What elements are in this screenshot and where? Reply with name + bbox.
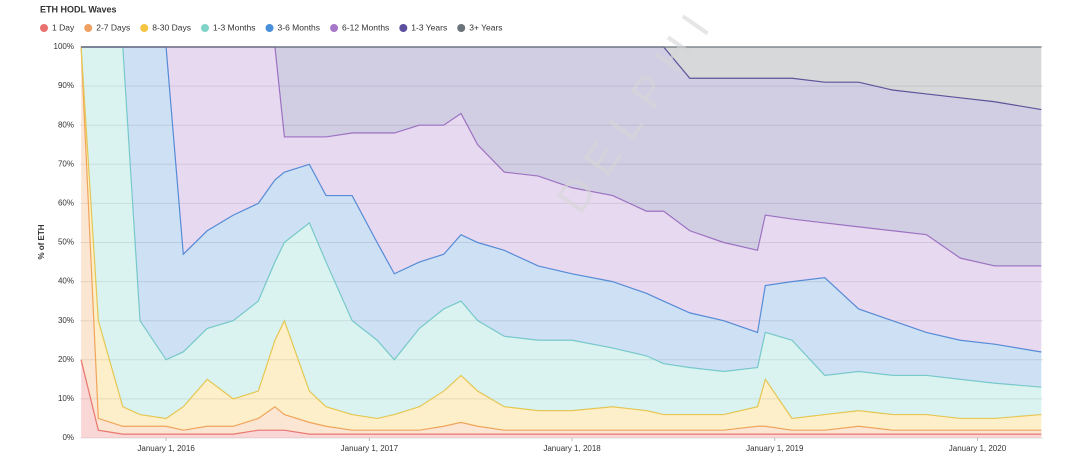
legend-label: 1-3 Months [213, 22, 256, 32]
legend-label: 2-7 Days [96, 22, 130, 32]
area-band [81, 47, 1042, 419]
legend-label: 6-12 Months [342, 22, 389, 32]
x-tick-label: January 1, 2019 [746, 444, 804, 453]
x-tick-label: January 1, 2020 [949, 444, 1007, 453]
legend-label: 8-30 Days [152, 22, 191, 32]
area-band [81, 47, 1042, 388]
area-line [80, 359, 1042, 435]
legend-swatch [265, 24, 274, 32]
area-line [81, 46, 1042, 353]
legend-swatch [200, 24, 209, 32]
x-tick-label: January 1, 2016 [137, 444, 195, 453]
legend-label: 3+ Years [469, 22, 502, 32]
legend-label: 1 Day [52, 22, 75, 32]
y-tick-label: 90% [58, 81, 74, 90]
y-tick-label: 100% [54, 42, 74, 51]
legend-swatch [457, 24, 466, 32]
x-tick-label: January 1, 2017 [341, 444, 399, 453]
y-tick-label: 30% [58, 316, 74, 325]
legend-swatch [84, 24, 93, 32]
y-tick-label: 40% [58, 277, 74, 286]
y-tick-label: 0% [62, 433, 74, 442]
area-line [81, 46, 1042, 388]
y-tick-label: 10% [58, 394, 74, 403]
area-band [81, 47, 1042, 266]
y-axis-label: % of ETH [37, 224, 46, 259]
chart-title: ETH HODL Waves [40, 4, 117, 14]
legend: 1 Day 2-7 Days 8-30 Days 1-3 Months 3-6 Mont… [40, 22, 503, 32]
y-tick-label: 60% [58, 199, 74, 208]
legend-swatch [399, 24, 408, 32]
area-band [81, 47, 1042, 110]
y-tick-label: 80% [58, 120, 74, 129]
area-band [81, 47, 1042, 352]
legend-swatch [140, 24, 149, 32]
legend-label: 1-3 Years [411, 22, 447, 32]
legend-swatch [40, 24, 48, 32]
legend-label: 3-6 Months [278, 22, 321, 32]
plot-area: 0% 10% 20% 30% 40% 50% 60% 70% 80% 90% 100% January… [54, 42, 1043, 453]
y-tick-label: 70% [58, 159, 74, 168]
y-tick-label: 20% [58, 355, 74, 364]
legend-swatch [330, 24, 339, 32]
area-line [80, 46, 1042, 431]
y-tick-label: 50% [58, 238, 74, 247]
x-tick-label: January 1, 2018 [543, 444, 601, 453]
area-line [80, 46, 1042, 420]
